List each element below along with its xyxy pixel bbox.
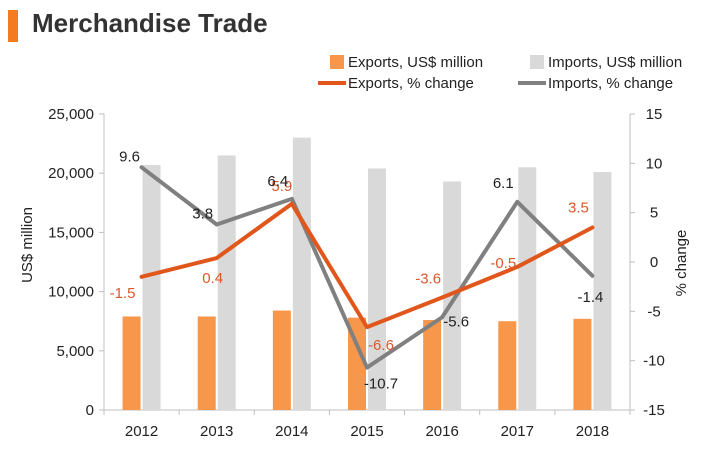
y-tick-label: 20,000 [48,165,94,182]
exports-bar [423,320,442,410]
exports-change-data-label: -1.5 [110,285,136,302]
y-axis-label: US$ million [19,207,36,283]
y2-tick-label: 10 [646,155,663,172]
legend-label-imports-line: Imports, % change [548,75,673,92]
imports-bar [292,137,311,410]
x-tick-label: 2012 [125,423,158,440]
exports-change-data-label: 3.5 [568,199,589,216]
exports-change-data-label: -0.5 [490,255,516,272]
imports-change-data-label: -10.7 [364,376,398,393]
imports-change-line [139,165,595,370]
title-accent-bar [8,10,18,42]
chart-title: Merchandise Trade [32,8,268,38]
plot-area: 0 5,000 10,000 15,000 20,000 25,000 -15 -10 -5 0 5… [48,106,665,440]
legend-label-exports-line: Exports, % change [348,75,474,92]
exports-bar [197,316,216,410]
exports-change-data-label: -6.6 [368,337,394,354]
imports-change-data-label: 9.6 [119,148,140,165]
x-tick-label: 2015 [350,423,383,440]
y-tick-label: 10,000 [48,284,94,301]
imports-bar [518,167,537,410]
y2-tick-label: -5 [647,303,660,320]
exports-bar [498,321,517,410]
exports-change-line [139,201,595,330]
imports-change-data-label: -5.6 [443,313,469,330]
exports-bar [122,316,141,410]
legend-swatch-exports-bar [330,55,344,69]
y2-axis-label: % change [673,230,690,297]
x-tick-label: 2018 [576,423,609,440]
exports-change-data-label: -3.6 [415,271,441,288]
exports-change-data-label: 5.9 [271,178,292,195]
imports-change-data-label: -1.4 [577,289,603,306]
imports-change-data-label: 6.4 [267,173,288,190]
y2-tick-label: -10 [643,353,665,370]
imports-change-data-label: 6.1 [493,175,514,192]
imports-bar [368,168,386,410]
legend-swatch-imports-bar [530,55,544,69]
y2-tick-label: 15 [646,106,663,123]
y-tick-label: 0 [86,402,94,419]
x-tick-label: 2016 [425,423,458,440]
imports-change-data-label: 3.8 [192,206,213,223]
y-tick-label: 15,000 [48,224,94,241]
exports-bar [573,318,592,410]
x-tick-label: 2014 [275,423,308,440]
x-tick-label: 2017 [501,423,534,440]
imports-bar [443,181,462,410]
exports-bar [272,310,291,410]
y2-tick-label: 5 [650,205,658,222]
y-tick-label: 25,000 [48,106,94,123]
legend: Exports, US$ million Imports, US$ millio… [318,54,682,92]
exports-change-data-label: 0.4 [202,270,223,287]
imports-bar [593,172,612,410]
y2-tick-label: 0 [650,254,658,271]
legend-label-imports-bar: Imports, US$ million [548,54,682,71]
legend-label-exports-bar: Exports, US$ million [348,54,483,71]
x-tick-label: 2013 [200,423,233,440]
y-tick-label: 5,000 [56,343,94,360]
imports-bar [142,164,161,410]
exports-bar [348,317,366,410]
y2-tick-label: -15 [643,402,665,419]
